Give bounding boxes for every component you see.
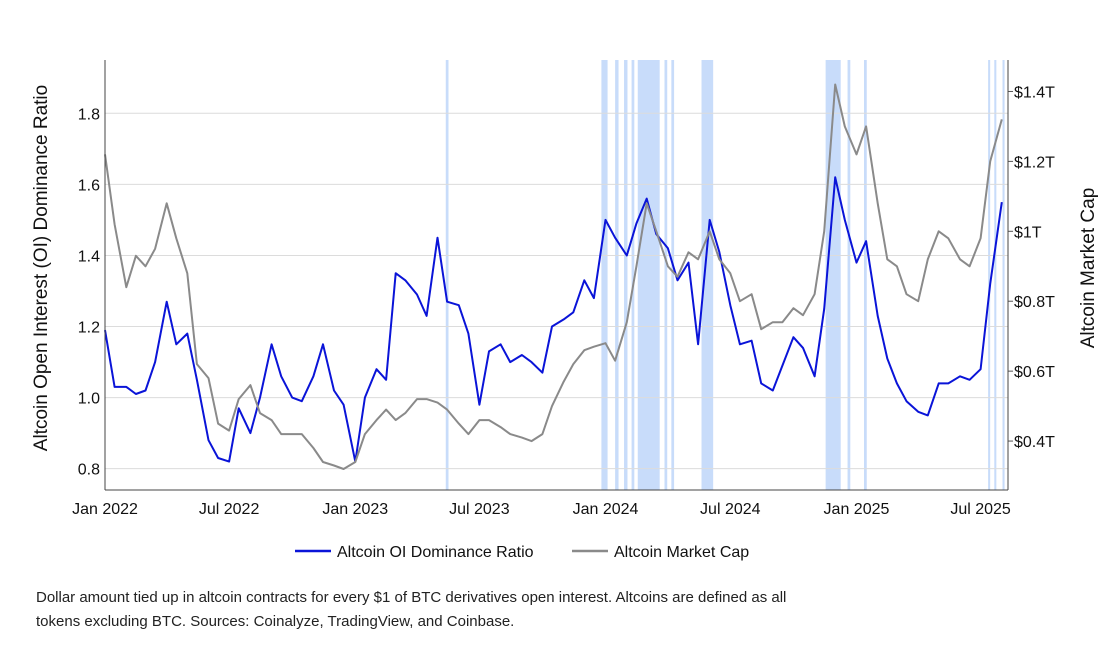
y-tick-label: 1.4: [78, 248, 100, 265]
y-tick-label: 1.8: [78, 106, 100, 123]
shaded-range-3: [624, 60, 628, 490]
x-tick-label: Jul 2024: [700, 501, 761, 518]
y2-tick-label: $1T: [1014, 224, 1042, 241]
shaded-range-14: [1002, 60, 1005, 490]
shaded-regions: [445, 60, 1005, 490]
shaded-range-1: [601, 60, 608, 490]
chart: 0.8 1.0 1.2 1.4 1.6 1.8 $0.4T $0.6T $0.8T $1T $1.2…: [31, 60, 1099, 561]
x-tick-label: Jan 2022: [72, 501, 138, 518]
x-tick-label: Jul 2022: [199, 501, 260, 518]
x-tick-label: Jan 2025: [824, 501, 890, 518]
shaded-range-0: [445, 60, 449, 490]
shaded-range-5: [637, 60, 660, 490]
caption-line-1: Dollar amount tied up in altcoin contrac…: [36, 589, 787, 606]
axes: [104, 60, 1009, 491]
y2-tick-label: $0.6T: [1014, 364, 1055, 381]
shaded-range-7: [671, 60, 675, 490]
caption-line-2: tokens excluding BTC. Sources: Coinalyze…: [36, 613, 515, 630]
y2-tick-label: $0.4T: [1014, 434, 1055, 451]
y2-tick-label: $1.2T: [1014, 154, 1055, 171]
y2-axis-label: Altcoin Market Cap: [1078, 188, 1099, 349]
y-tick-label: 1.2: [78, 320, 100, 337]
shaded-range-12: [988, 60, 991, 490]
x-tick-label: Jul 2023: [449, 501, 510, 518]
x-tick-label: Jan 2023: [322, 501, 388, 518]
shaded-range-8: [701, 60, 714, 490]
series-lines: [104, 83, 1003, 470]
legend-label-oi-ratio: Altcoin OI Dominance Ratio: [337, 544, 534, 561]
shaded-range-10: [847, 60, 851, 490]
caption: Dollar amount tied up in altcoin contrac…: [36, 586, 936, 634]
y2-tick-label: $1.4T: [1014, 84, 1055, 101]
y-axis-label: Altcoin Open Interest (OI) Dominance Rat…: [31, 85, 52, 451]
series-line-1: [104, 83, 1003, 470]
y-tick-label: 1.6: [78, 177, 100, 194]
tick-labels: 0.8 1.0 1.2 1.4 1.6 1.8 $0.4T $0.6T $0.8T $1T $1.2…: [72, 84, 1055, 518]
shaded-range-2: [615, 60, 619, 490]
x-tick-label: Jul 2025: [950, 501, 1011, 518]
y-tick-label: 0.8: [78, 462, 100, 479]
legend: Altcoin OI Dominance Ratio Altcoin Marke…: [295, 544, 749, 561]
shaded-range-11: [864, 60, 867, 490]
y2-tick-label: $0.8T: [1014, 294, 1055, 311]
legend-label-market-cap: Altcoin Market Cap: [614, 544, 749, 561]
shaded-range-13: [994, 60, 997, 490]
shaded-range-6: [664, 60, 668, 490]
y-tick-label: 1.0: [78, 391, 100, 408]
shaded-range-4: [631, 60, 635, 490]
x-tick-label: Jan 2024: [573, 501, 639, 518]
series-line-0: [104, 176, 1003, 463]
